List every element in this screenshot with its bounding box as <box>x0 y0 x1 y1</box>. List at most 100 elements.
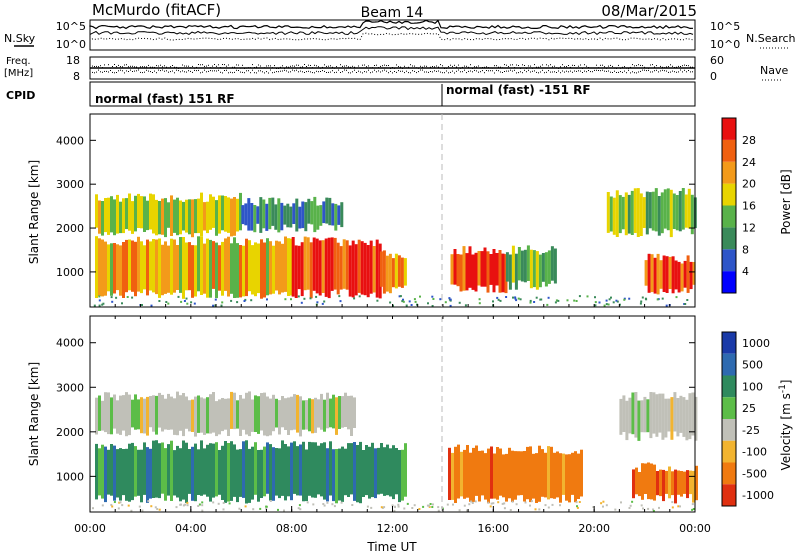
heatmap-noise <box>610 296 612 299</box>
heatmap-cell <box>670 397 674 440</box>
heatmap-cell <box>191 199 194 238</box>
heatmap-cell <box>128 394 131 436</box>
heatmap-cell <box>369 240 373 294</box>
nave-sample <box>172 70 173 72</box>
velocity-ytick-label: 2000 <box>56 426 84 439</box>
freq-sample <box>580 64 581 66</box>
heatmap-cell <box>230 243 233 294</box>
heatmap-cell <box>128 239 131 291</box>
heatmap-cell <box>209 239 212 298</box>
heatmap-cell <box>203 243 206 294</box>
heatmap-cell <box>122 242 125 298</box>
nsky-tick-high: 10^5 <box>56 20 86 33</box>
heatmap-noise <box>489 505 492 508</box>
nave-sample <box>510 69 511 71</box>
heatmap-noise <box>444 301 447 304</box>
heatmap-noise <box>566 299 569 302</box>
nave-sample <box>652 71 653 73</box>
heatmap-noise <box>338 295 341 298</box>
heatmap-cell <box>256 206 260 224</box>
heatmap-cell <box>306 237 310 290</box>
heatmap-noise <box>509 509 512 511</box>
heatmap-cell <box>665 470 668 494</box>
heatmap-cell <box>475 445 478 496</box>
heatmap-noise <box>303 297 306 300</box>
velocity-colorbar-bin <box>722 332 736 354</box>
freq-sample <box>208 64 209 66</box>
nave-sample <box>302 71 303 73</box>
freq-sample <box>546 64 547 66</box>
freq-sample <box>202 64 203 66</box>
heatmap-cell <box>646 399 650 433</box>
freq-sample <box>672 65 673 67</box>
nave-sample <box>94 72 95 74</box>
heatmap-cell <box>659 260 663 289</box>
heatmap-cell <box>606 192 610 233</box>
heatmap-cell <box>490 446 493 499</box>
heatmap-cell <box>119 245 122 296</box>
nave-sample <box>472 71 473 73</box>
velocity-colorbar-tick: -25 <box>742 424 760 437</box>
heatmap-cell <box>176 391 179 436</box>
freq-sample <box>302 66 303 68</box>
heatmap-cell <box>371 442 374 498</box>
nave-sample <box>132 71 133 72</box>
freq-sample <box>238 64 239 66</box>
nave-sample <box>594 69 595 71</box>
heatmap-noise <box>594 296 596 299</box>
station-title: McMurdo (fitACF) <box>92 1 221 19</box>
nave-sample <box>190 70 191 72</box>
heatmap-cell <box>274 204 278 230</box>
nave-sample <box>328 71 329 73</box>
heatmap-cell <box>678 191 682 232</box>
nave-sample <box>322 70 323 72</box>
nave-sample <box>348 72 349 74</box>
heatmap-cell <box>501 253 505 293</box>
heatmap-noise <box>150 304 153 307</box>
heatmap-cell <box>316 205 320 230</box>
heatmap-noise <box>131 296 134 299</box>
heatmap-cell <box>674 260 678 290</box>
heatmap-cell <box>332 394 335 429</box>
heatmap-cell <box>344 448 347 496</box>
nave-sample <box>392 72 393 74</box>
heatmap-noise <box>629 504 632 507</box>
freq-tick-high: 18 <box>66 54 80 67</box>
heatmap-cell <box>299 444 302 496</box>
freq-sample <box>426 65 427 67</box>
freq-sample <box>600 64 601 66</box>
freq-sample <box>252 64 253 66</box>
heatmap-noise <box>511 500 514 503</box>
heatmap-cell <box>224 238 227 291</box>
nave-sample <box>602 69 603 71</box>
heatmap-cell <box>389 448 392 497</box>
nave-sample <box>674 71 675 73</box>
freq-sample <box>560 66 561 68</box>
heatmap-cell <box>538 254 542 288</box>
velocity-colorbar-tick: 500 <box>742 359 763 372</box>
heatmap-cell <box>221 445 224 500</box>
nave-sample <box>194 69 195 71</box>
nsky-traces <box>89 19 694 41</box>
nave-sample <box>632 71 633 73</box>
heatmap-cell <box>286 203 290 228</box>
heatmap-cell <box>164 198 167 238</box>
heatmap-noise <box>92 507 94 510</box>
heatmap-cell <box>456 254 460 287</box>
heatmap-noise <box>408 300 411 303</box>
nave-sample <box>242 71 243 73</box>
heatmap-cell <box>242 441 245 498</box>
heatmap-cell <box>224 441 227 503</box>
heatmap-noise <box>315 295 318 298</box>
heatmap-noise <box>138 505 141 508</box>
heatmap-cell <box>194 199 197 234</box>
heatmap-noise <box>642 507 644 510</box>
nave-sample <box>388 72 389 74</box>
heatmap-noise <box>222 508 225 511</box>
heatmap-cell <box>173 199 176 233</box>
heatmap-cell <box>683 471 686 494</box>
nave-sample <box>394 71 395 72</box>
nave-sample <box>320 71 321 72</box>
heatmap-cell <box>119 201 122 234</box>
heatmap-cell <box>131 399 134 428</box>
